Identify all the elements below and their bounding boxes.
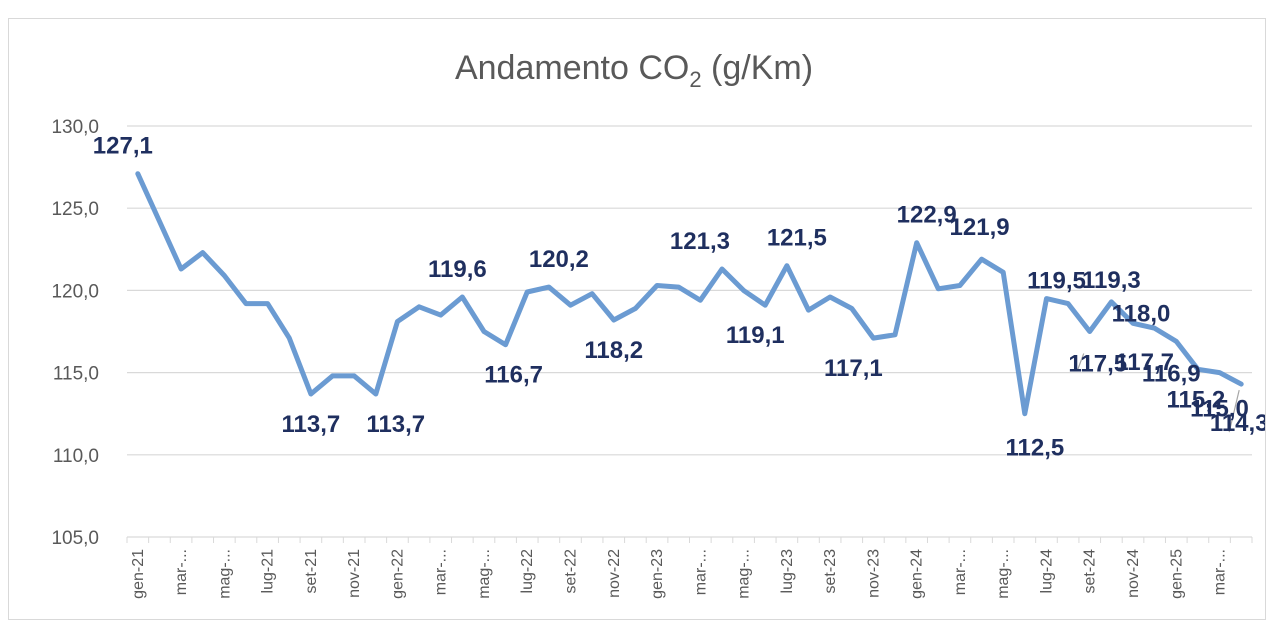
x-tick-label: nov-22 — [606, 549, 623, 598]
x-axis-ticks: gen-21 mar-... mag-... lug-21 set-21 nov-21 ge… — [126, 537, 1253, 599]
data-label: 122,9 — [897, 202, 957, 229]
data-label: 113,7 — [282, 411, 341, 438]
x-tick-label: gen-22 — [389, 549, 406, 599]
data-label: 116,7 — [484, 362, 543, 389]
chart-title: Andamento CO2 (g/Km) — [455, 49, 813, 92]
data-label: 119,6 — [428, 256, 487, 283]
x-tick-label: gen-21 — [130, 549, 147, 599]
x-tick-label: lug-22 — [519, 549, 536, 594]
x-tick-label: lug-21 — [260, 549, 277, 594]
x-tick-label: set-23 — [822, 549, 839, 594]
x-tick-label: mag-... — [736, 549, 753, 599]
chart-title-suffix: (g/Km) — [702, 49, 813, 87]
data-label: 114,3 — [1210, 410, 1265, 437]
data-label: 116,9 — [1142, 360, 1201, 387]
data-label: 119,5 — [1027, 268, 1086, 295]
label-leader-lines — [1077, 353, 1240, 433]
data-label: 115,0 — [1190, 396, 1249, 423]
x-tick-label: mag-... — [216, 549, 233, 599]
data-label: 127,1 — [93, 133, 153, 160]
y-tick-label: 120,0 — [51, 281, 99, 302]
y-tick-label: 130,0 — [51, 117, 99, 138]
leader-line — [1077, 353, 1085, 370]
leader-line — [1228, 389, 1240, 433]
x-tick-label: nov-23 — [865, 549, 882, 598]
x-tick-label: mar-... — [692, 549, 709, 595]
x-tick-label: mar-... — [433, 549, 450, 595]
chart-frame: Andamento CO2 (g/Km) 105,0 110,0 115,0 120,… — [8, 18, 1266, 620]
x-tick-label: set-24 — [1082, 549, 1099, 594]
data-label: 119,1 — [726, 322, 785, 349]
x-tick-label: gen-23 — [649, 549, 666, 599]
y-tick-label: 105,0 — [51, 528, 99, 549]
data-label: 119,3 — [1082, 267, 1141, 294]
x-tick-label: gen-24 — [909, 549, 926, 599]
chart-title-subscript: 2 — [689, 67, 701, 92]
data-label: 118,0 — [1112, 300, 1171, 327]
x-tick-label: mag-... — [476, 549, 493, 599]
data-label: 112,5 — [1005, 435, 1064, 462]
gridlines — [127, 125, 1252, 538]
data-labels: 127,1 113,7 113,7 119,6 116,7 120,2 118,2 121,3… — [93, 133, 1265, 462]
x-tick-label: set-22 — [563, 549, 580, 594]
x-tick-label: set-21 — [303, 549, 320, 594]
data-label: 121,9 — [950, 214, 1010, 241]
data-label: 117,7 — [1115, 349, 1174, 376]
data-label: 117,5 — [1068, 351, 1127, 378]
y-axis-ticks: 105,0 110,0 115,0 120,0 125,0 130,0 — [51, 117, 99, 549]
data-label: 118,2 — [584, 337, 643, 364]
line-chart: Andamento CO2 (g/Km) 105,0 110,0 115,0 120,… — [51, 49, 1265, 599]
x-tick-label: mar-... — [1212, 549, 1229, 595]
data-label: 121,3 — [670, 228, 730, 255]
x-tick-label: nov-21 — [346, 549, 363, 598]
data-label: 117,1 — [824, 355, 883, 382]
y-tick-label: 110,0 — [53, 446, 99, 467]
chart-title-main: Andamento CO — [455, 49, 689, 87]
data-label: 120,2 — [529, 246, 589, 273]
x-tick-label: gen-25 — [1168, 549, 1185, 599]
y-tick-label: 125,0 — [51, 199, 99, 220]
y-tick-label: 115,0 — [53, 364, 99, 385]
x-tick-label: lug-24 — [1038, 549, 1055, 594]
x-tick-label: mar-... — [952, 549, 969, 595]
data-label: 121,5 — [767, 225, 827, 252]
x-tick-label: mar-... — [173, 549, 190, 595]
co2-series-line — [135, 171, 1244, 417]
data-label: 115,2 — [1167, 386, 1226, 413]
data-label: 113,7 — [366, 411, 425, 438]
x-tick-label: lug-23 — [779, 549, 796, 594]
x-tick-label: nov-24 — [1125, 549, 1142, 598]
x-tick-label: mag-... — [995, 549, 1012, 599]
